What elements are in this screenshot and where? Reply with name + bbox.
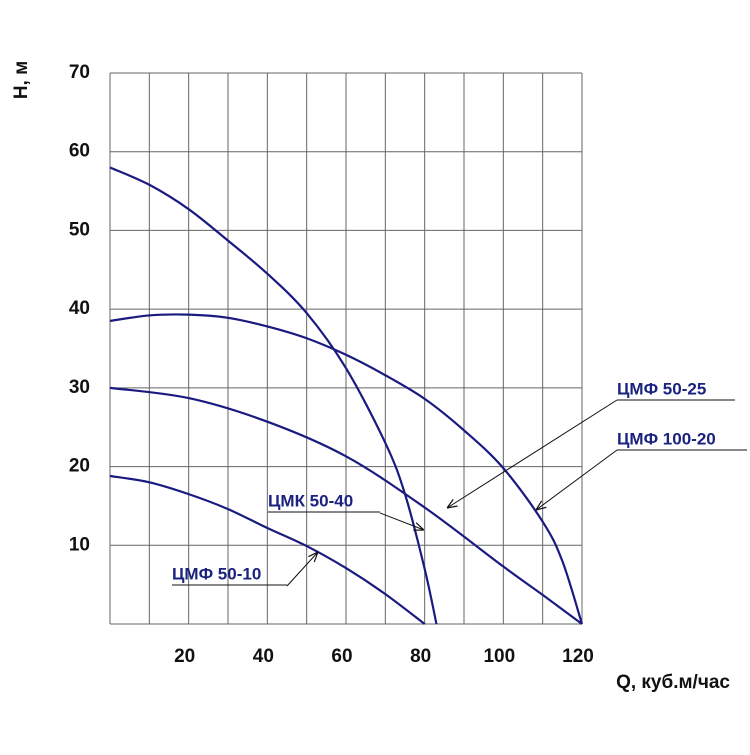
y-axis-label: Н, м	[11, 61, 32, 99]
y-tick-label: 40	[69, 298, 90, 319]
x-tick-label: 60	[331, 646, 352, 667]
curve-label: ЦМК 50-40	[268, 491, 353, 510]
y-tick-label: 70	[69, 62, 90, 83]
x-tick-label: 100	[483, 646, 515, 667]
x-tick-label: 120	[562, 646, 594, 667]
x-axis-label: Q, куб.м/час	[616, 672, 730, 693]
y-tick-label: 50	[69, 219, 90, 240]
label-arrow	[536, 449, 618, 510]
label-arrow	[379, 512, 424, 530]
x-tick-label: 20	[174, 646, 195, 667]
curve	[109, 313, 584, 625]
y-tick-label: 30	[69, 377, 90, 398]
curve	[109, 474, 426, 625]
y-tick-label: 20	[69, 456, 90, 477]
y-tick-label: 60	[69, 141, 90, 162]
curve-label: ЦМФ 50-25	[617, 379, 706, 398]
curve	[109, 166, 438, 625]
x-tick-label: 80	[410, 646, 431, 667]
curve-label: ЦМФ 50-10	[172, 564, 261, 583]
x-tick-label: 40	[253, 646, 274, 667]
y-tick-label: 10	[69, 534, 90, 555]
curve	[109, 386, 583, 625]
label-arrow	[447, 399, 618, 508]
curve-label: ЦМФ 100-20	[617, 429, 716, 448]
label-arrow	[286, 552, 318, 587]
